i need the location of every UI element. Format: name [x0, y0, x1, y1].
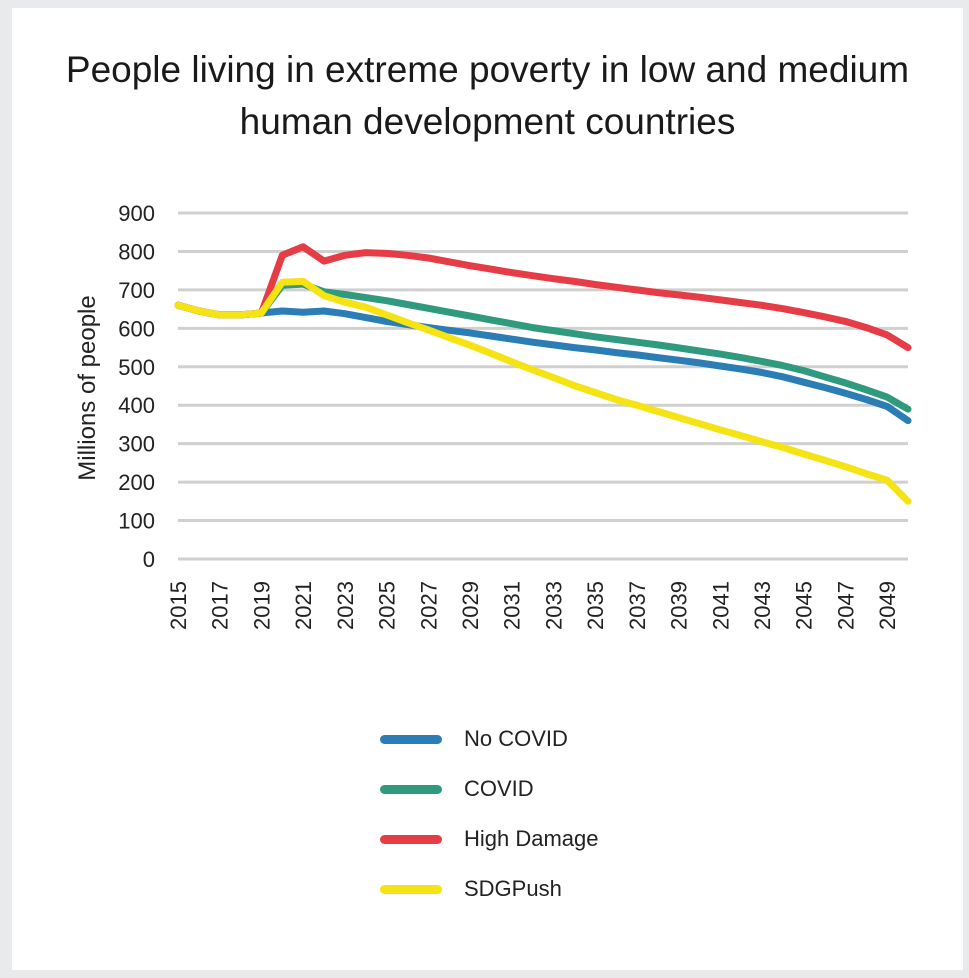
x-tick-label: 2023 — [333, 581, 358, 630]
x-tick-label: 2047 — [833, 581, 858, 630]
legend-label: High Damage — [464, 826, 599, 851]
x-tick-label: 2041 — [708, 581, 733, 630]
x-tick-label: 2019 — [249, 581, 274, 630]
y-tick-label: 100 — [118, 509, 155, 534]
legend-label: SDGPush — [464, 876, 562, 901]
legend-item: High Damage — [380, 814, 599, 864]
x-tick-label: 2039 — [667, 581, 692, 630]
chart-title: People living in extreme poverty in low … — [65, 49, 910, 142]
y-tick-label: 300 — [118, 432, 155, 457]
x-tick-label: 2017 — [208, 581, 233, 630]
x-tick-label: 2031 — [500, 581, 525, 630]
chart-card: People living in extreme poverty in low … — [12, 8, 963, 970]
y-axis-ticks: 0 100 200 300 400 500 600 700 800 900 — [118, 201, 155, 572]
legend-item: SDGPush — [380, 864, 599, 914]
legend-swatch — [380, 884, 442, 894]
series-line-high-damage — [174, 243, 912, 352]
legend-swatch — [380, 784, 442, 794]
y-axis-title: Millions of people — [74, 295, 101, 480]
x-tick-label: 2043 — [750, 581, 775, 630]
y-tick-label: 800 — [118, 239, 155, 264]
y-tick-label: 200 — [118, 470, 155, 495]
x-tick-label: 2015 — [166, 581, 191, 630]
gridlines — [178, 211, 908, 561]
series-line-no-covid — [174, 301, 912, 425]
legend-item: COVID — [380, 764, 599, 814]
y-tick-label: 900 — [118, 201, 155, 226]
x-tick-label: 2025 — [375, 581, 400, 630]
x-tick-label: 2045 — [792, 581, 817, 630]
x-tick-label: 2033 — [541, 581, 566, 630]
legend-swatch — [380, 734, 442, 744]
y-tick-label: 0 — [143, 547, 155, 572]
legend-label: No COVID — [464, 726, 568, 751]
x-tick-label: 2021 — [291, 581, 316, 630]
y-tick-label: 600 — [118, 316, 155, 341]
x-tick-label: 2029 — [458, 581, 483, 630]
legend-item: No COVID — [380, 714, 599, 764]
y-tick-label: 500 — [118, 355, 155, 380]
x-tick-label: 2037 — [625, 581, 650, 630]
x-tick-label: 2027 — [416, 581, 441, 630]
legend-label: COVID — [464, 776, 534, 801]
y-tick-label: 400 — [118, 393, 155, 418]
y-tick-label: 700 — [118, 278, 155, 303]
x-tick-label: 2035 — [583, 581, 608, 630]
legend-swatch — [380, 834, 442, 844]
x-axis-ticks: 2015 2017 2019 2021 2023 2025 2027 2029 2031 2033… — [166, 581, 900, 630]
series-lines — [174, 243, 912, 505]
series-line-sdgpush — [174, 277, 912, 505]
x-tick-label: 2049 — [875, 581, 900, 630]
legend: No COVID COVID High Damage SDGPush — [380, 714, 599, 914]
